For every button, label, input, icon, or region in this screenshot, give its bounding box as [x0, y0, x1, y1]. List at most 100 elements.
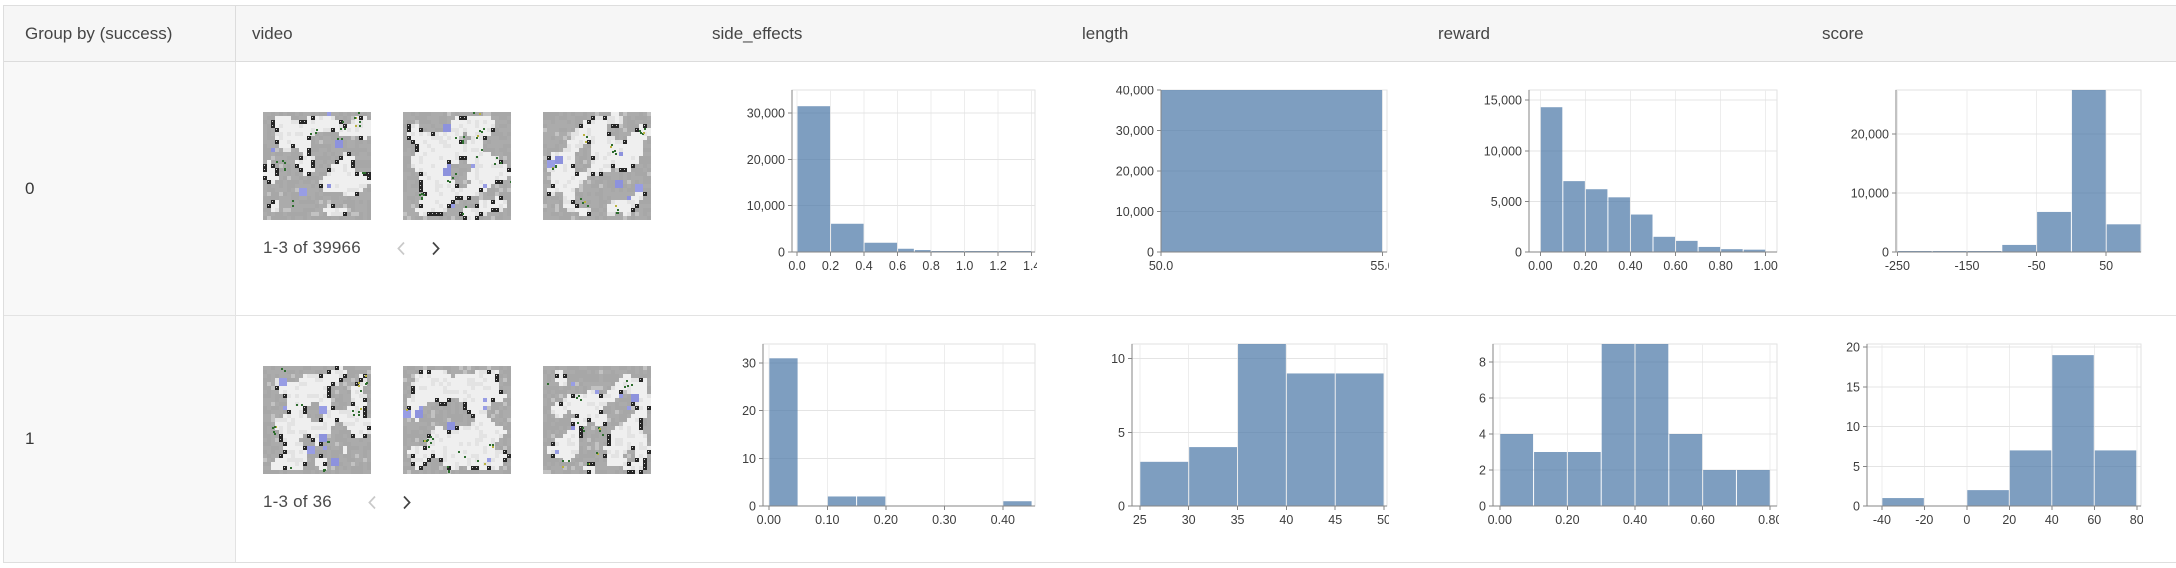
- svg-text:6: 6: [1479, 392, 1486, 406]
- table-row: 1 1-3 of 36 0 10 20 30 0.00 0.10 0.20 0.30 0.40 …: [4, 316, 2176, 562]
- svg-text:5,000: 5,000: [1491, 195, 1522, 209]
- histogram-length[interactable]: 0 5 10 25 30 35 40 45 50: [1106, 340, 1389, 532]
- svg-text:-50: -50: [2028, 259, 2046, 273]
- svg-text:10,000: 10,000: [1484, 144, 1522, 158]
- svg-text:2: 2: [1479, 464, 1486, 478]
- runs-group-table: Group by (success) video side_effects le…: [3, 5, 2176, 563]
- histogram-side-effects[interactable]: 0 10 20 30 0.00 0.10 0.20 0.30 0.40: [737, 340, 1037, 532]
- svg-text:20,000: 20,000: [747, 153, 785, 167]
- svg-text:0.80: 0.80: [1708, 259, 1732, 273]
- svg-text:55.0: 55.0: [1370, 259, 1389, 273]
- svg-text:45: 45: [1328, 513, 1342, 527]
- svg-text:0: 0: [1882, 246, 1889, 260]
- svg-text:30: 30: [1182, 513, 1196, 527]
- svg-text:0.40: 0.40: [991, 513, 1015, 527]
- histogram-side-effects[interactable]: 0 10,000 20,000 30,000 0.0 0.2 0.4 0.6 0.8 1.0 1.2…: [737, 86, 1037, 278]
- column-header-reward[interactable]: reward: [1438, 23, 1490, 43]
- svg-text:40: 40: [2045, 513, 2059, 527]
- chevron-left-icon[interactable]: [395, 240, 407, 257]
- svg-text:0.20: 0.20: [1573, 259, 1597, 273]
- column-header-score[interactable]: score: [1822, 23, 1864, 43]
- pagination-label: 1-3 of 39966: [263, 238, 361, 257]
- svg-text:0.30: 0.30: [932, 513, 956, 527]
- svg-text:-250: -250: [1885, 259, 1910, 273]
- svg-text:1.00: 1.00: [1754, 259, 1778, 273]
- video-thumbnail-strip: [263, 366, 696, 474]
- column-header-side-effects[interactable]: side_effects: [712, 23, 803, 43]
- video-thumbnail-strip: [263, 112, 696, 220]
- svg-text:0.60: 0.60: [1663, 259, 1687, 273]
- chevron-right-icon[interactable]: [430, 240, 442, 257]
- column-header-video[interactable]: video: [252, 23, 293, 43]
- svg-text:0.00: 0.00: [1528, 259, 1552, 273]
- svg-text:50: 50: [1377, 513, 1389, 527]
- svg-text:5: 5: [1118, 426, 1125, 440]
- svg-text:20: 20: [2002, 513, 2016, 527]
- svg-text:0.6: 0.6: [889, 259, 906, 273]
- svg-text:50.0: 50.0: [1149, 259, 1173, 273]
- svg-text:0.20: 0.20: [1555, 513, 1579, 527]
- column-header-group-by-success[interactable]: Group by (success): [4, 6, 236, 61]
- svg-text:60: 60: [2087, 513, 2101, 527]
- svg-text:20: 20: [1846, 341, 1860, 355]
- chevron-right-icon[interactable]: [401, 494, 413, 511]
- video-thumbnail[interactable]: [263, 112, 371, 220]
- video-thumbnail[interactable]: [543, 112, 651, 220]
- svg-text:10: 10: [1846, 420, 1860, 434]
- svg-text:0.40: 0.40: [1618, 259, 1642, 273]
- svg-text:40: 40: [1279, 513, 1293, 527]
- table-header: Group by (success) video side_effects le…: [4, 6, 2176, 62]
- group-value: 0: [25, 178, 35, 198]
- column-header-length[interactable]: length: [1082, 23, 1129, 43]
- svg-text:0.10: 0.10: [815, 513, 839, 527]
- svg-text:0: 0: [749, 500, 756, 514]
- svg-text:0.2: 0.2: [822, 259, 839, 273]
- svg-text:-20: -20: [1915, 513, 1933, 527]
- svg-text:20,000: 20,000: [1116, 165, 1154, 179]
- svg-text:0: 0: [1479, 500, 1486, 514]
- svg-text:10,000: 10,000: [747, 199, 785, 213]
- svg-text:10,000: 10,000: [1851, 187, 1889, 201]
- histogram-reward[interactable]: 0 5,000 10,000 15,000 0.00 0.20 0.40 0.60 0.80 1.…: [1474, 86, 1779, 278]
- svg-text:4: 4: [1479, 428, 1486, 442]
- svg-text:10: 10: [1111, 352, 1125, 366]
- svg-text:5: 5: [1853, 460, 1860, 474]
- svg-text:20,000: 20,000: [1851, 128, 1889, 142]
- svg-text:80: 80: [2130, 513, 2143, 527]
- svg-text:10,000: 10,000: [1116, 205, 1154, 219]
- histogram-score[interactable]: 0 10,000 20,000 -250 -150 -50 50: [1841, 86, 2143, 278]
- video-thumbnail[interactable]: [403, 366, 511, 474]
- svg-text:0.60: 0.60: [1690, 513, 1714, 527]
- svg-text:0.00: 0.00: [1488, 513, 1512, 527]
- svg-text:0: 0: [1853, 500, 1860, 514]
- svg-text:8: 8: [1479, 356, 1486, 370]
- svg-text:1.4: 1.4: [1023, 259, 1037, 273]
- video-thumbnail[interactable]: [263, 366, 371, 474]
- video-cell: 1-3 of 39966: [236, 62, 696, 315]
- histogram-score[interactable]: 0 5 10 15 20 -40 -20 0 20 40 60 80: [1841, 340, 2143, 532]
- svg-text:-40: -40: [1873, 513, 1891, 527]
- video-cell: 1-3 of 36: [236, 316, 696, 562]
- svg-text:0.20: 0.20: [874, 513, 898, 527]
- group-value-cell: 0: [4, 62, 236, 315]
- histogram-reward[interactable]: 0 2 4 6 8 0.00 0.20 0.40 0.60 0.80: [1474, 340, 1779, 532]
- group-value: 1: [25, 429, 35, 448]
- video-thumbnail[interactable]: [403, 112, 511, 220]
- svg-text:0.4: 0.4: [855, 259, 872, 273]
- svg-text:1.0: 1.0: [956, 259, 973, 273]
- svg-text:20: 20: [742, 404, 756, 418]
- svg-text:1.2: 1.2: [989, 259, 1006, 273]
- chevron-left-icon[interactable]: [366, 494, 378, 511]
- svg-text:30: 30: [742, 357, 756, 371]
- svg-text:50: 50: [2099, 259, 2113, 273]
- video-thumbnail[interactable]: [543, 366, 651, 474]
- table-row: 0 1-3 of 39966 0 10,000 20,000 30,000 0.0 0.2…: [4, 62, 2176, 316]
- histogram-length[interactable]: 0 10,000 20,000 30,000 40,000 50.0 55.0: [1106, 86, 1389, 278]
- svg-text:0: 0: [1515, 246, 1522, 260]
- group-value-cell: 1: [4, 316, 236, 562]
- svg-text:25: 25: [1133, 513, 1147, 527]
- svg-text:15: 15: [1846, 380, 1860, 394]
- svg-text:-150: -150: [1954, 259, 1979, 273]
- svg-text:35: 35: [1231, 513, 1245, 527]
- svg-text:30,000: 30,000: [747, 107, 785, 121]
